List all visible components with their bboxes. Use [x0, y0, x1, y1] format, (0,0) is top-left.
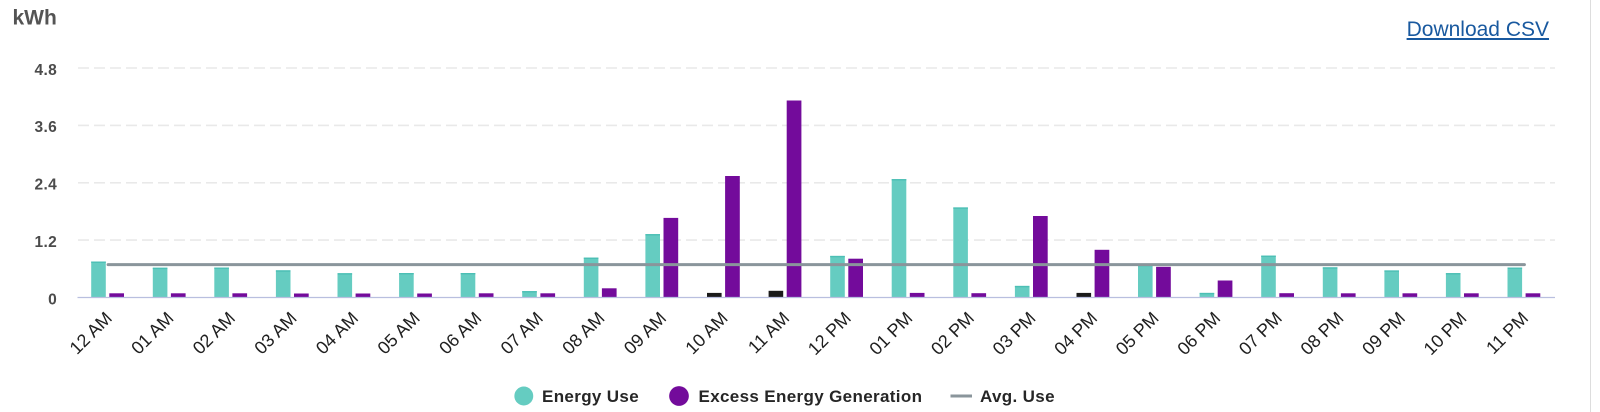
svg-text:03 AM: 03 AM [250, 308, 300, 358]
svg-text:05 AM: 05 AM [374, 308, 424, 358]
svg-text:kWh: kWh [13, 7, 57, 30]
svg-text:04 PM: 04 PM [1050, 308, 1101, 359]
svg-text:10 PM: 10 PM [1420, 308, 1471, 359]
svg-text:01 AM: 01 AM [127, 308, 177, 358]
svg-text:08 PM: 08 PM [1297, 308, 1348, 359]
svg-text:03 PM: 03 PM [989, 308, 1040, 359]
svg-text:09 PM: 09 PM [1358, 308, 1409, 359]
svg-text:07 AM: 07 AM [497, 308, 547, 358]
svg-text:09 AM: 09 AM [620, 308, 670, 358]
svg-text:0: 0 [48, 291, 57, 308]
svg-text:05 PM: 05 PM [1112, 308, 1163, 359]
svg-text:02 PM: 02 PM [927, 308, 978, 359]
svg-text:1.2: 1.2 [35, 234, 57, 251]
svg-text:11 PM: 11 PM [1482, 308, 1532, 358]
svg-text:06 AM: 06 AM [435, 308, 485, 358]
svg-text:10 AM: 10 AM [682, 308, 732, 358]
svg-text:Avg. Use: Avg. Use [980, 387, 1055, 406]
svg-text:12 AM: 12 AM [66, 308, 116, 358]
svg-text:12 PM: 12 PM [804, 308, 855, 359]
svg-text:08 AM: 08 AM [558, 308, 608, 358]
svg-text:Excess Energy Generation: Excess Energy Generation [699, 387, 923, 406]
svg-text:06 PM: 06 PM [1173, 308, 1224, 359]
svg-text:07 PM: 07 PM [1235, 308, 1286, 359]
svg-text:04 AM: 04 AM [312, 308, 362, 358]
svg-text:4.8: 4.8 [35, 62, 58, 79]
svg-text:3.6: 3.6 [35, 119, 58, 136]
svg-text:2.4: 2.4 [35, 177, 58, 194]
svg-text:02 AM: 02 AM [189, 308, 239, 358]
svg-text:01 PM: 01 PM [865, 308, 916, 359]
svg-text:Energy Use: Energy Use [542, 387, 639, 406]
svg-text:11 AM: 11 AM [744, 308, 793, 357]
